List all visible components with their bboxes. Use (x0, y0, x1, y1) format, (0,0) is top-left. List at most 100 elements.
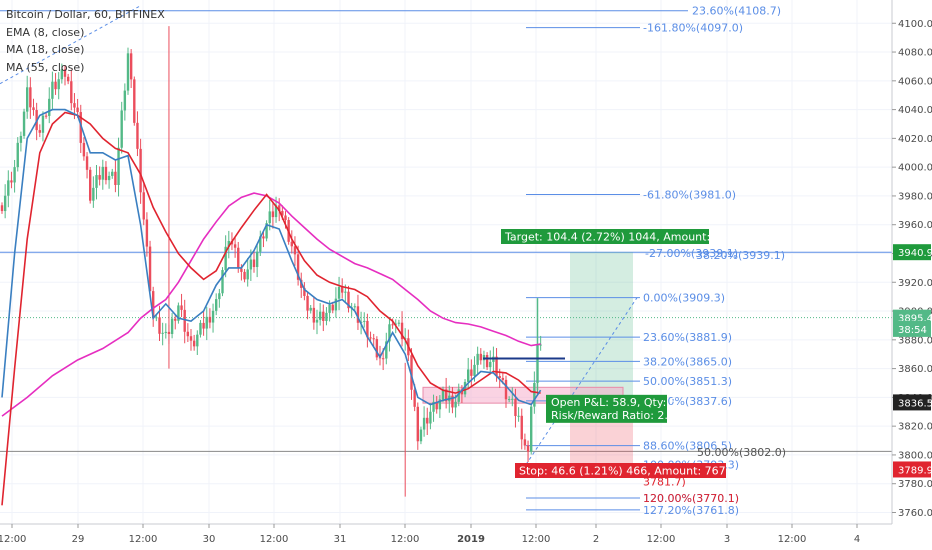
legend-ma55[interactable]: MA (55, close) (6, 60, 85, 74)
ma18-line (1, 111, 541, 506)
candle-body (397, 322, 401, 324)
candle-body (252, 259, 256, 268)
candle-body (366, 320, 369, 338)
candle-body (48, 98, 51, 116)
candle-body (312, 307, 316, 323)
candle-body (501, 377, 505, 380)
candle-body (221, 270, 224, 294)
chart-legend: Bitcoin / Dollar, 60, BITFINEX EMA (8, c… (6, 6, 165, 76)
price-tick-label: 3760.0 (898, 508, 932, 519)
candle-body (479, 353, 482, 361)
candle-body (375, 339, 379, 358)
candle-body (315, 319, 319, 323)
fib-trend-line (0, 5, 141, 85)
time-tick-label: 4 (854, 534, 860, 545)
fib-extension-label: -27.00%(3939.1) (645, 247, 738, 260)
candle-body (385, 341, 388, 359)
candle-body (498, 376, 501, 378)
candle-body (290, 241, 293, 247)
fib-extension-label: 50.00%(3802.0) (697, 446, 786, 459)
candle-body (246, 269, 249, 280)
time-tick-label: 12:00 (647, 534, 676, 545)
price-tick-label: 4000.0 (898, 163, 932, 174)
candle-body (233, 244, 237, 248)
candle-body (353, 306, 356, 308)
candle-body (520, 415, 523, 440)
candle-body (208, 316, 212, 323)
candle-body (3, 195, 7, 212)
candle-body (530, 406, 533, 452)
candle-body (73, 103, 76, 108)
candle-body (89, 169, 92, 201)
candle-body (328, 304, 331, 313)
candle-body (13, 167, 16, 183)
candle-body (249, 259, 253, 270)
fib-level-label: 88.60%(3806.5) (643, 440, 732, 453)
candle-body (306, 295, 309, 311)
price-axis-badge-label: 3895.4 (898, 314, 932, 325)
fib-stop-label: 3781.7) (643, 475, 686, 488)
fib-level-label: -161.80%(4097.0) (643, 22, 743, 35)
time-tick-label: 30 (203, 534, 216, 545)
candle-body (426, 417, 429, 424)
candle-body (514, 398, 517, 417)
candle-body (104, 166, 108, 181)
candle-body (388, 324, 391, 342)
candle-body (347, 291, 350, 309)
candle-body (183, 309, 186, 332)
candle-body (107, 175, 111, 181)
candle-body (422, 417, 426, 430)
candle-body (76, 107, 79, 113)
fib-level-label: 120.00%(3770.1) (643, 492, 739, 505)
candle-body (51, 81, 54, 99)
candle-body (435, 401, 438, 410)
price-tick-label: 3800.0 (898, 450, 932, 461)
candle-body (259, 236, 262, 252)
candle-body (495, 356, 498, 377)
legend-ma18[interactable]: MA (18, close) (6, 43, 85, 56)
legend-symbol[interactable]: Bitcoin / Dollar, 60, BITFINEX (6, 8, 165, 21)
candle-body (309, 307, 312, 311)
price-axis-badge-label: 3789.9 (898, 465, 932, 476)
candle-body (158, 317, 161, 334)
time-tick-label: 3 (724, 534, 730, 545)
candle-body (16, 142, 19, 168)
candle-body (133, 79, 136, 123)
candle-body (142, 192, 145, 220)
candle-body (303, 287, 306, 296)
candle-body (170, 318, 174, 334)
candle-body (489, 361, 492, 368)
candle-body (202, 322, 205, 329)
candle-body (265, 223, 268, 239)
candle-body (268, 211, 271, 224)
candle-body (211, 310, 215, 323)
candle-body (205, 316, 208, 329)
target-label: Target: 104.4 (2.72%) 1044, Amount: 1522 (504, 231, 742, 244)
candle-body (325, 312, 328, 321)
candle-body (281, 211, 284, 216)
candle-body (485, 355, 489, 368)
price-tick-label: 3980.0 (898, 191, 932, 202)
price-tick-label: 4060.0 (898, 76, 932, 87)
price-tick-label: 3920.0 (898, 278, 932, 289)
time-tick-label: 29 (72, 534, 85, 545)
stop-label: Stop: 46.6 (1.21%) 466, Amount: 767 (519, 465, 726, 478)
candle-body (199, 322, 202, 335)
candle-body (164, 331, 167, 333)
candle-body (344, 291, 347, 293)
target-zone (570, 252, 633, 403)
candle-body (394, 323, 397, 325)
legend-ema[interactable]: EMA (8, close) (6, 25, 85, 39)
candle-body (19, 135, 23, 143)
candle-body (274, 205, 278, 218)
candle-body (38, 130, 41, 133)
candle-body (152, 291, 155, 319)
candle-body (337, 286, 341, 299)
candle-body (123, 90, 127, 111)
candle-body (504, 379, 508, 400)
candle-body (473, 364, 476, 376)
price-axis-badge (893, 461, 931, 478)
candle-body (92, 187, 95, 201)
